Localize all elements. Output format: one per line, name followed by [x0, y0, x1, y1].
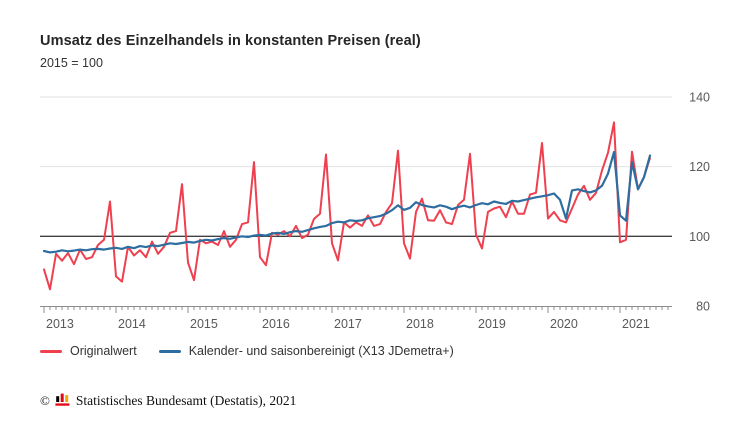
- legend-label-originalwert: Originalwert: [70, 344, 137, 358]
- series-line-originalwert[interactable]: [43, 121, 651, 291]
- copyright-symbol: ©: [40, 393, 50, 408]
- legend-label-saisonbereinigt: Kalender- und saisonbereinigt (X13 JDeme…: [188, 344, 454, 358]
- y-tick-label: 80: [696, 300, 710, 314]
- x-tick-label: 2020: [550, 317, 578, 331]
- line-chart-plot[interactable]: 80 100 120 140 2013 2014 2015 2016 2017 2018 2019 2…: [0, 0, 748, 340]
- legend-item-saisonbereinigt[interactable]: Kalender- und saisonbereinigt (X13 JDeme…: [158, 344, 454, 358]
- x-tick-label: 2015: [190, 317, 218, 331]
- x-tick-label: 2016: [262, 317, 290, 331]
- page-title: Umsatz des Einzelhandels in konstanten P…: [40, 33, 421, 49]
- x-tick-label: 2019: [478, 317, 506, 331]
- red-line-swatch: [40, 349, 62, 353]
- x-tick-label: 2017: [334, 317, 362, 331]
- chart-subtitle: 2015 = 100: [40, 56, 103, 70]
- y-tick-label: 120: [689, 160, 710, 174]
- destatis-bars-icon: [55, 393, 71, 411]
- chart-legend: Originalwert Kalender- und saisonbereini…: [40, 344, 454, 358]
- x-tick-label: 2021: [622, 317, 650, 331]
- y-tick-label: 140: [689, 91, 710, 105]
- source-text: Statistisches Bundesamt (Destatis), 2021: [75, 393, 297, 408]
- x-tick-label: 2014: [118, 317, 146, 331]
- series-line-saisonbereinigt[interactable]: [42, 150, 652, 254]
- legend-item-originalwert[interactable]: Originalwert: [40, 344, 137, 358]
- x-tick-label: 2018: [406, 317, 434, 331]
- copyright-note: © Statistisches Bundesamt (Destatis), 20…: [40, 392, 296, 410]
- y-tick-label: 100: [689, 230, 710, 244]
- x-tick-label: 2013: [46, 317, 74, 331]
- blue-line-swatch: [158, 349, 181, 353]
